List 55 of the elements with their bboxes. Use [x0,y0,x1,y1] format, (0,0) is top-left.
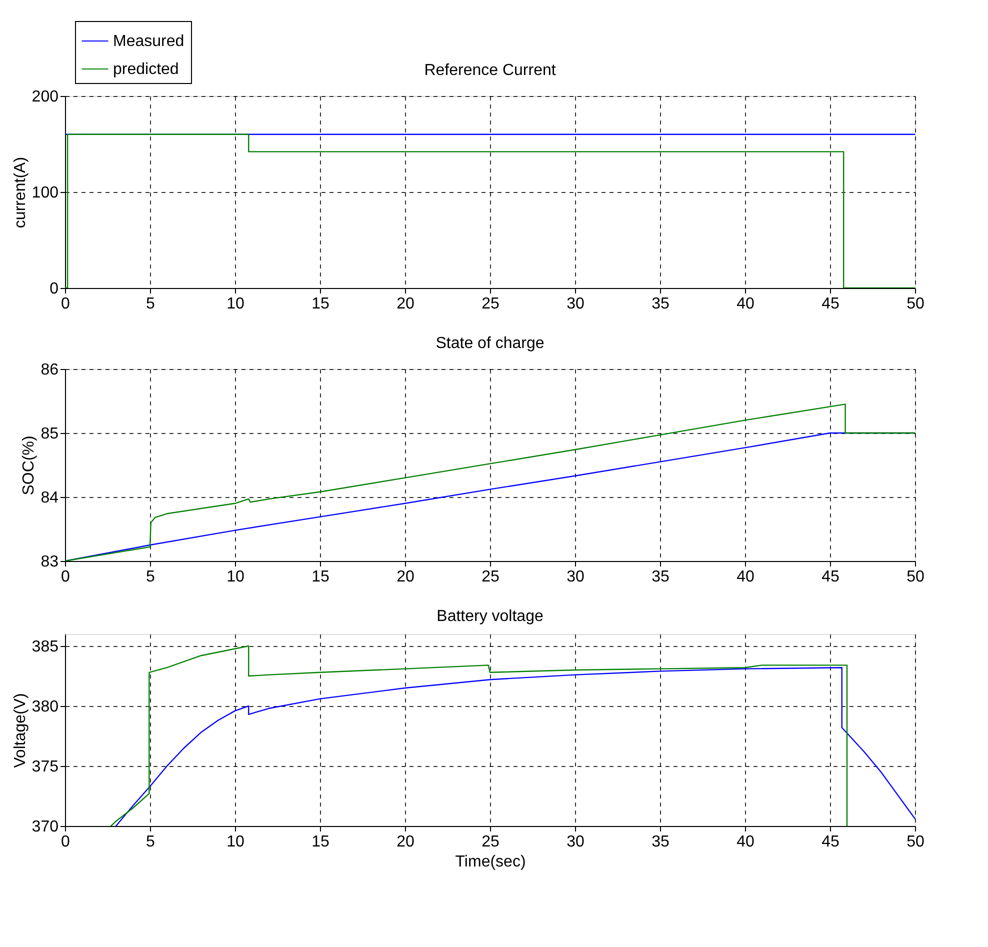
x-tick-label: 50 [906,834,924,850]
chart-title: State of charge [436,335,544,352]
y-tick-label: 100 [32,184,59,202]
y-tick-label: 385 [32,638,59,656]
x-tick-label: 10 [226,296,244,312]
x-tick-label: 45 [822,296,840,312]
x-tick-label: 30 [566,296,584,312]
x-tick-label: 40 [736,296,754,312]
y-tick-label: 0 [50,280,59,298]
y-tick-label: 86 [40,362,59,378]
y-tick-label: 375 [32,758,59,776]
x-tick-label: 25 [482,834,500,850]
y-axis-title: current(A) [12,156,29,228]
line-series [115,667,915,826]
x-tick-label: 10 [226,568,244,586]
x-tick-label: 15 [312,296,330,312]
x-tick-label: 5 [146,296,156,312]
x-tick-label: 0 [61,834,70,850]
y-tick-label: 380 [32,698,59,716]
x-tick-label: 25 [482,296,500,312]
x-tick-label: 30 [566,568,584,586]
x-tick-label: 30 [566,834,584,850]
x-tick-label: 20 [396,834,414,850]
y-axis-title: SOC(%) [20,436,38,496]
y-axis-title: Voltage(V) [12,693,29,768]
x-tick-label: 15 [312,834,330,850]
x-tick-label: 5 [146,568,156,586]
chart-title: Battery voltage [436,608,544,625]
x-tick-label: 50 [906,568,924,586]
y-tick-label: 84 [40,490,59,506]
legend-label: predicted [113,61,179,78]
legend-label: Measured [113,33,184,50]
x-tick-label: 45 [822,568,840,586]
x-tick-label: 35 [652,568,670,586]
x-tick-label: 5 [146,834,156,850]
x-tick-label: 15 [312,568,330,586]
x-tick-label: 25 [482,568,500,586]
x-tick-label: 0 [61,296,70,312]
y-tick-label: 83 [40,554,59,570]
y-tick-label: 370 [32,818,59,836]
line-series [110,645,848,826]
x-axis-title: Time(sec) [455,854,526,870]
y-tick-label: 200 [32,88,59,106]
x-tick-label: 40 [736,568,754,586]
x-tick-label: 45 [822,834,840,850]
chart-title: Reference Current [424,62,556,79]
x-tick-label: 20 [396,296,414,312]
x-tick-label: 35 [652,834,670,850]
x-tick-label: 35 [652,296,670,312]
x-tick-label: 20 [396,568,414,586]
x-tick-label: 0 [61,568,70,586]
x-tick-label: 10 [226,834,244,850]
x-tick-label: 50 [906,296,924,312]
y-tick-label: 85 [40,426,59,442]
x-tick-label: 40 [736,834,754,850]
